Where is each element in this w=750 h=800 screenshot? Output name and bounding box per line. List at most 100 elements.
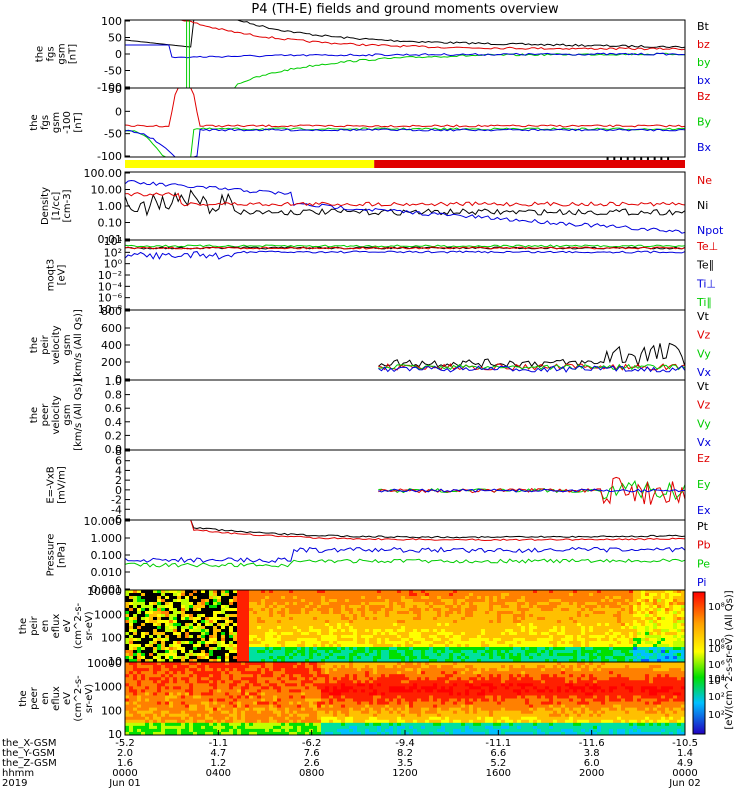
spec-cell — [529, 632, 534, 636]
spec-cell — [601, 656, 606, 660]
spec-cell — [137, 599, 142, 603]
spec-cell — [461, 629, 466, 633]
spec-cell — [181, 605, 186, 609]
spec-cell — [161, 722, 166, 727]
spec-cell — [241, 665, 246, 669]
spec-cell — [329, 656, 334, 660]
spec-cell — [305, 725, 310, 730]
spec-cell — [317, 653, 322, 657]
spec-cell — [337, 632, 342, 636]
spec-cell — [589, 608, 594, 612]
spec-cell — [529, 617, 534, 621]
spec-cell — [289, 713, 294, 718]
spec-cell — [669, 650, 674, 654]
spec-cell — [277, 650, 282, 654]
spec-cell — [357, 596, 362, 600]
spec-cell — [297, 599, 302, 603]
spec-cell — [309, 716, 314, 721]
spec-cell — [257, 719, 262, 724]
spec-cell — [313, 731, 318, 736]
spec-cell — [241, 641, 246, 645]
spec-cell — [293, 692, 298, 696]
spec-cell — [637, 602, 642, 606]
spec-cell — [169, 620, 174, 624]
ytick-label: 100 — [101, 632, 122, 645]
spec-cell — [177, 638, 182, 642]
spec-cell — [449, 644, 454, 648]
spec-cell — [173, 629, 178, 633]
spec-cell — [161, 719, 166, 724]
spec-cell — [589, 656, 594, 660]
spec-cell — [269, 605, 274, 609]
spec-cell — [405, 656, 410, 660]
spec-cell — [641, 641, 646, 645]
spec-cell — [265, 650, 270, 654]
spec-cell — [257, 692, 262, 696]
spec-cell — [409, 599, 414, 603]
spec-cell — [161, 707, 166, 712]
spec-cell — [361, 617, 366, 621]
spec-cell — [669, 632, 674, 636]
spec-cell — [129, 596, 134, 600]
spec-cell — [465, 626, 470, 630]
spec-cell — [677, 644, 682, 648]
spec-cell — [333, 593, 338, 597]
spec-cell — [149, 611, 154, 615]
spec-cell — [301, 725, 306, 730]
spec-cell — [193, 719, 198, 724]
spec-cell — [273, 608, 278, 612]
spec-cell — [221, 659, 226, 663]
spec-cell — [145, 674, 150, 678]
spec-cell — [417, 614, 422, 618]
spec-cell — [225, 653, 230, 657]
spec-cell — [569, 629, 574, 633]
ylabel-peer_spec: the peer en eflux eV (cm^2-s-sr-eV) — [18, 675, 95, 722]
spec-cell — [317, 671, 322, 675]
spec-cell — [145, 677, 150, 681]
spec-cell — [137, 632, 142, 636]
spec-cell — [265, 701, 270, 705]
spec-cell — [677, 647, 682, 651]
spec-cell — [641, 605, 646, 609]
spec-cell — [625, 650, 630, 654]
spec-cell — [401, 629, 406, 633]
spec-cell — [341, 617, 346, 621]
spec-cell — [313, 629, 318, 633]
legend-Te⊥: Te⊥ — [696, 240, 718, 253]
spec-cell — [169, 680, 174, 684]
spec-cell — [173, 620, 178, 624]
spec-cell — [317, 701, 322, 705]
spec-cell — [149, 650, 154, 654]
spec-cell — [441, 608, 446, 612]
spec-cell — [177, 701, 182, 705]
spec-cell — [313, 605, 318, 609]
spec-cell — [389, 599, 394, 603]
spec-cell — [677, 629, 682, 633]
spec-cell — [337, 650, 342, 654]
ylabel-line: gsm — [62, 404, 73, 425]
spec-cell — [669, 596, 674, 600]
spec-cell — [401, 644, 406, 648]
spec-cell — [157, 614, 162, 618]
spec-cell — [409, 653, 414, 657]
spec-cell — [293, 656, 298, 660]
spec-cell — [605, 629, 610, 633]
spec-cell — [165, 686, 170, 690]
spec-cell — [517, 647, 522, 651]
spec-cell — [673, 656, 678, 660]
spec-cell — [521, 590, 526, 594]
spec-cell — [209, 695, 214, 699]
spec-cell — [317, 713, 322, 718]
spec-cell — [677, 638, 682, 642]
spec-cell — [137, 698, 142, 702]
spec-cell — [297, 665, 302, 669]
spec-cell — [261, 704, 266, 709]
series-Vx — [378, 365, 686, 373]
spec-cell — [345, 698, 350, 702]
spec-cell — [661, 653, 666, 657]
spec-cell — [181, 665, 186, 669]
spec-cell — [277, 605, 282, 609]
spec-cell — [505, 620, 510, 624]
spec-cell — [641, 629, 646, 633]
